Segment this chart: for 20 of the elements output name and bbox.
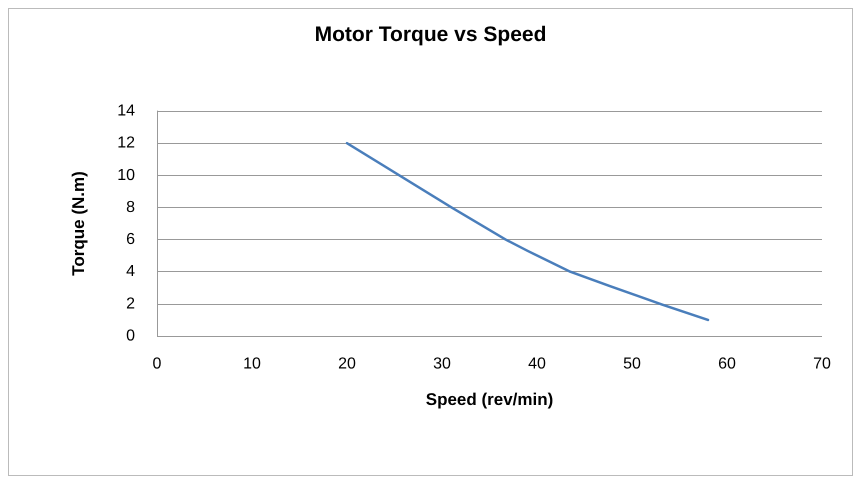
y-tick-label: 8 [126, 198, 136, 216]
line-series [346, 142, 710, 322]
y-tick-label: 4 [126, 263, 136, 280]
x-tick-label: 30 [433, 356, 451, 372]
x-tick-label: 40 [528, 356, 546, 372]
y-tick-label: 2 [126, 295, 136, 312]
x-tick-label: 50 [623, 356, 641, 372]
y-axis-title: Torque (N.m) [69, 171, 88, 276]
x-axis-title: Speed (rev/min) [426, 390, 554, 409]
x-tick-label: 70 [813, 356, 831, 372]
y-tick-label: 6 [126, 231, 136, 248]
y-tick-label: 10 [117, 166, 136, 184]
y-tick-label: 0 [126, 328, 136, 344]
chart-title: Motor Torque vs Speed [314, 23, 546, 46]
x-tick-label: 60 [718, 356, 736, 372]
y-tick-label: 12 [117, 134, 136, 152]
x-tick-label: 0 [152, 356, 162, 372]
x-tick-label: 20 [338, 356, 356, 372]
x-tick-label: 10 [243, 356, 261, 372]
y-tick-label: 14 [117, 102, 136, 120]
